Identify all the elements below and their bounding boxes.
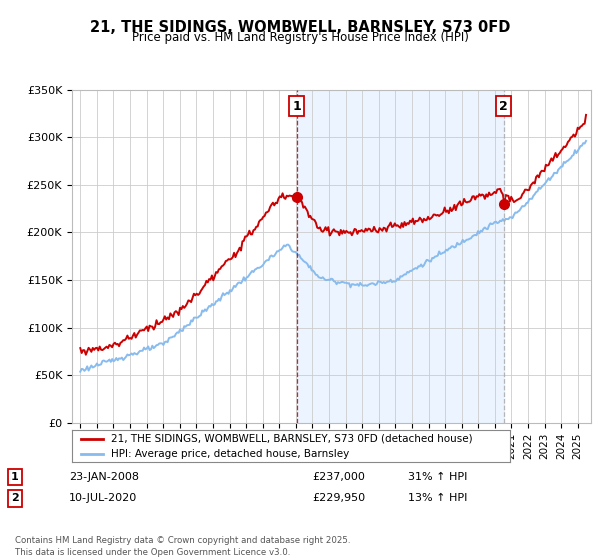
Text: 23-JAN-2008: 23-JAN-2008 — [69, 472, 139, 482]
Bar — [297, 90, 503, 423]
Text: 21, THE SIDINGS, WOMBWELL, BARNSLEY, S73 0FD: 21, THE SIDINGS, WOMBWELL, BARNSLEY, S73… — [90, 20, 510, 35]
Text: 13% ↑ HPI: 13% ↑ HPI — [408, 493, 467, 503]
Text: 31% ↑ HPI: 31% ↑ HPI — [408, 472, 467, 482]
Text: £237,000: £237,000 — [312, 472, 365, 482]
Text: 1: 1 — [11, 472, 19, 482]
Text: 2: 2 — [11, 493, 19, 503]
Text: £229,950: £229,950 — [312, 493, 365, 503]
Text: 2: 2 — [499, 100, 508, 113]
Text: Price paid vs. HM Land Registry's House Price Index (HPI): Price paid vs. HM Land Registry's House … — [131, 31, 469, 44]
Text: HPI: Average price, detached house, Barnsley: HPI: Average price, detached house, Barn… — [112, 449, 350, 459]
Text: 1: 1 — [292, 100, 301, 113]
Text: Contains HM Land Registry data © Crown copyright and database right 2025.
This d: Contains HM Land Registry data © Crown c… — [15, 536, 350, 557]
Text: 21, THE SIDINGS, WOMBWELL, BARNSLEY, S73 0FD (detached house): 21, THE SIDINGS, WOMBWELL, BARNSLEY, S73… — [112, 433, 473, 444]
Text: 10-JUL-2020: 10-JUL-2020 — [69, 493, 137, 503]
